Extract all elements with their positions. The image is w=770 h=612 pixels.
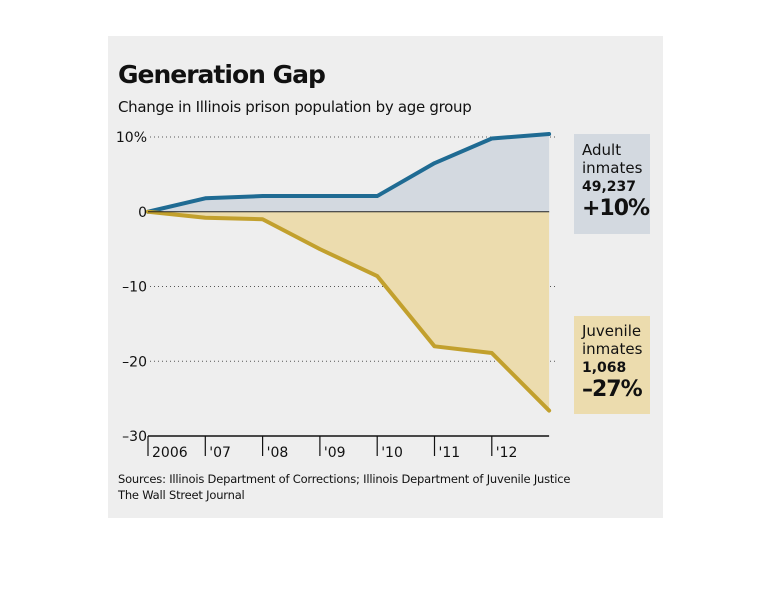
axis-ticks: 10% 0 –10 –20 –30 2006 '07 '08 '09 '10 '11 '12 <box>116 130 550 461</box>
y-tick-label: –30 <box>122 429 147 445</box>
juvenile-callout-count: 1,068 <box>582 360 627 376</box>
adult-area <box>148 134 550 212</box>
juvenile-callout: Juvenile inmates 1,068 –27% <box>574 316 650 414</box>
juvenile-callout-change: –27% <box>582 376 643 402</box>
y-tick-label: 0 <box>138 205 147 221</box>
adult-callout-change: +10% <box>582 195 650 221</box>
chart-subtitle: Change in Illinois prison population by … <box>118 98 472 116</box>
adult-callout-label-2: inmates <box>582 159 643 177</box>
juvenile-callout-label-1: Juvenile <box>582 322 642 340</box>
sources-line: Sources: Illinois Department of Correcti… <box>118 472 571 486</box>
juvenile-area <box>148 211 550 411</box>
adult-callout-count: 49,237 <box>582 179 637 195</box>
adult-line <box>146 132 552 214</box>
y-tick-label: –10 <box>122 280 147 296</box>
adult-callout-label-1: Adult <box>582 141 622 159</box>
x-tick-label: '07 <box>209 445 231 461</box>
x-tick-label: 2006 <box>152 445 188 461</box>
credit-line: The Wall Street Journal <box>118 488 245 502</box>
x-tick-label: '09 <box>324 445 346 461</box>
y-tick-label: –20 <box>122 354 147 370</box>
juvenile-callout-label-2: inmates <box>582 340 643 358</box>
y-tick-label: 10% <box>116 130 147 146</box>
juvenile-line <box>146 209 552 413</box>
x-tick-label: '11 <box>439 445 461 461</box>
adult-callout: Adult inmates 49,237 +10% <box>574 134 650 234</box>
series-lines <box>146 132 552 413</box>
x-tick-label: '08 <box>267 445 289 461</box>
chart-title: Generation Gap <box>118 60 326 89</box>
x-tick-label: '12 <box>496 445 518 461</box>
chart-sources: Sources: Illinois Department of Correcti… <box>118 471 570 503</box>
series-areas <box>148 134 550 411</box>
x-tick-label: '10 <box>381 445 403 461</box>
